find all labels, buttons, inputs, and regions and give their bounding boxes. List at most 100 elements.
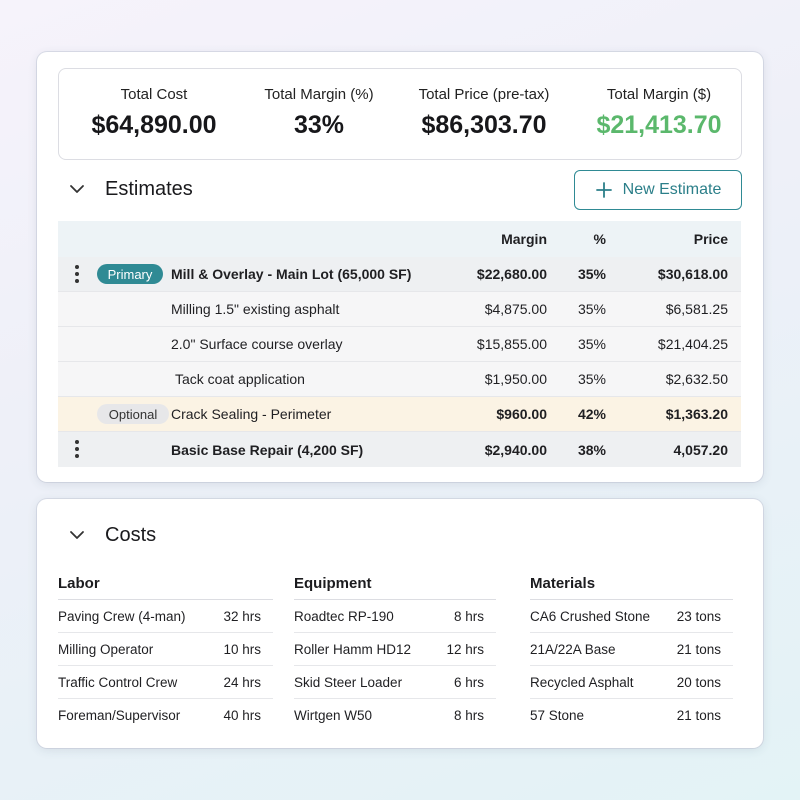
item-quantity: 8 hrs: [453, 708, 484, 723]
costs-header: Costs: [67, 520, 156, 550]
summary-panel: Total Cost $64,890.00 Total Margin (%) 3…: [58, 68, 742, 160]
list-item[interactable]: 21A/22A Base 21 tons: [530, 633, 733, 666]
table-row[interactable]: Tack coat application $1,950.00 35% $2,6…: [58, 362, 741, 397]
materials-column: Materials CA6 Crushed Stone 23 tons 21A/2…: [530, 575, 733, 732]
line-item-name: 2.0" Surface course overlay: [171, 336, 343, 352]
item-quantity: 21 tons: [676, 708, 721, 723]
list-item[interactable]: Traffic Control Crew 24 hrs: [58, 666, 273, 699]
estimate-margin: $2,940.00: [484, 441, 547, 458]
metric-label: Total Price (pre-tax): [418, 86, 550, 103]
chevron-down-icon[interactable]: [67, 525, 87, 545]
metric-value: $64,890.00: [91, 111, 217, 139]
estimates-header: Estimates: [67, 174, 193, 204]
line-item-percent: 35%: [577, 301, 606, 317]
estimate-percent: 42%: [577, 406, 606, 422]
column-title: Equipment: [294, 575, 496, 600]
line-item-margin: $15,855.00: [476, 336, 547, 352]
line-item-percent: 35%: [577, 371, 606, 387]
item-name: Recycled Asphalt: [530, 675, 634, 690]
column-header-margin[interactable]: Margin: [501, 231, 547, 247]
equipment-column: Equipment Roadtec RP-190 8 hrs Roller Ham…: [294, 575, 496, 732]
item-name: CA6 Crushed Stone: [530, 609, 651, 624]
metric-label: Total Margin (%): [264, 86, 374, 103]
list-item[interactable]: 57 Stone 21 tons: [530, 699, 733, 732]
new-estimate-label: New Estimate: [622, 181, 722, 198]
list-item[interactable]: Recycled Asphalt 20 tons: [530, 666, 733, 699]
metric-label: Total Cost: [120, 86, 188, 103]
item-quantity: 21 tons: [676, 642, 721, 657]
list-item[interactable]: Roller Hamm HD12 12 hrs: [294, 633, 496, 666]
estimate-price: $1,363.20: [665, 406, 728, 422]
metric-total-margin-pct: Total Margin (%) 33%: [249, 69, 389, 161]
costs-card: Costs Labor Paving Crew (4-man) 32 hrs Mi…: [37, 499, 763, 748]
item-name: Roller Hamm HD12: [294, 642, 412, 657]
item-name: Milling Operator: [58, 642, 154, 657]
column-header-percent[interactable]: %: [593, 231, 606, 247]
item-quantity: 23 tons: [676, 609, 721, 624]
metric-value: $86,303.70: [421, 111, 547, 139]
item-quantity: 40 hrs: [223, 708, 261, 723]
table-row[interactable]: Optional Crack Sealing - Perimeter $960.…: [58, 397, 741, 432]
line-item-price: $6,581.25: [665, 301, 728, 317]
item-quantity: 20 tons: [676, 675, 721, 690]
optional-badge: Optional: [97, 404, 169, 424]
item-name: 57 Stone: [530, 708, 585, 723]
list-item[interactable]: Skid Steer Loader 6 hrs: [294, 666, 496, 699]
item-name: Paving Crew (4-man): [58, 609, 186, 624]
section-title: Estimates: [105, 177, 193, 200]
line-item-percent: 35%: [577, 336, 606, 352]
item-quantity: 32 hrs: [223, 609, 261, 624]
item-name: Wirtgen W50: [294, 708, 373, 723]
table-row[interactable]: Basic Base Repair (4,200 SF) $2,940.00 3…: [58, 432, 741, 467]
line-item-name: Milling 1.5" existing asphalt: [171, 301, 340, 317]
column-header-price[interactable]: Price: [693, 231, 728, 247]
table-row[interactable]: Primary Mill & Overlay - Main Lot (65,00…: [58, 257, 741, 292]
estimate-name: Mill & Overlay - Main Lot (65,000 SF): [171, 266, 412, 282]
more-options-icon[interactable]: [70, 264, 84, 284]
estimate-margin: $960.00: [496, 406, 547, 422]
list-item[interactable]: Milling Operator 10 hrs: [58, 633, 273, 666]
item-quantity: 12 hrs: [446, 642, 484, 657]
estimates-card: Total Cost $64,890.00 Total Margin (%) 3…: [37, 52, 763, 482]
chevron-down-icon[interactable]: [67, 179, 87, 199]
line-item-price: $2,632.50: [665, 371, 728, 387]
column-title: Materials: [530, 575, 733, 600]
metric-label: Total Margin ($): [606, 86, 712, 103]
table-row[interactable]: Milling 1.5" existing asphalt $4,875.00 …: [58, 292, 741, 327]
item-quantity: 6 hrs: [453, 675, 484, 690]
item-quantity: 8 hrs: [453, 609, 484, 624]
item-name: Foreman/Supervisor: [58, 708, 181, 723]
section-title: Costs: [105, 523, 157, 546]
item-name: Roadtec RP-190: [294, 609, 394, 624]
metric-value: $21,413.70: [596, 111, 722, 139]
line-item-price: $21,404.25: [657, 336, 728, 352]
new-estimate-button[interactable]: New Estimate: [574, 170, 742, 210]
line-item-margin: $4,875.00: [484, 301, 547, 317]
estimate-name: Crack Sealing - Perimeter: [171, 406, 332, 422]
estimate-price: 4,057.20: [673, 441, 729, 458]
more-options-icon[interactable]: [70, 439, 84, 459]
estimate-percent: 35%: [577, 266, 606, 282]
estimate-price: $30,618.00: [657, 266, 728, 282]
plus-icon: [595, 182, 612, 198]
list-item[interactable]: Paving Crew (4-man) 32 hrs: [58, 600, 273, 633]
metric-total-price: Total Price (pre-tax) $86,303.70: [389, 69, 579, 161]
estimates-table: Margin % Price Primary Mill & Overlay - …: [58, 221, 741, 467]
line-item-name: Tack coat application: [175, 371, 305, 387]
estimate-margin: $22,680.00: [476, 266, 547, 282]
metric-total-margin-dollars: Total Margin ($) $21,413.70: [579, 69, 739, 161]
column-title: Labor: [58, 575, 273, 600]
list-item[interactable]: Roadtec RP-190 8 hrs: [294, 600, 496, 633]
table-row[interactable]: 2.0" Surface course overlay $15,855.00 3…: [58, 327, 741, 362]
list-item[interactable]: CA6 Crushed Stone 23 tons: [530, 600, 733, 633]
item-name: 21A/22A Base: [530, 642, 616, 657]
item-name: Skid Steer Loader: [294, 675, 403, 690]
list-item[interactable]: Foreman/Supervisor 40 hrs: [58, 699, 273, 732]
list-item[interactable]: Wirtgen W50 8 hrs: [294, 699, 496, 732]
item-quantity: 10 hrs: [223, 642, 261, 657]
item-name: Traffic Control Crew: [58, 675, 178, 690]
metric-total-cost: Total Cost $64,890.00: [59, 69, 249, 161]
estimate-percent: 38%: [577, 441, 606, 458]
table-header: Margin % Price: [58, 221, 741, 257]
line-item-margin: $1,950.00: [484, 371, 547, 387]
